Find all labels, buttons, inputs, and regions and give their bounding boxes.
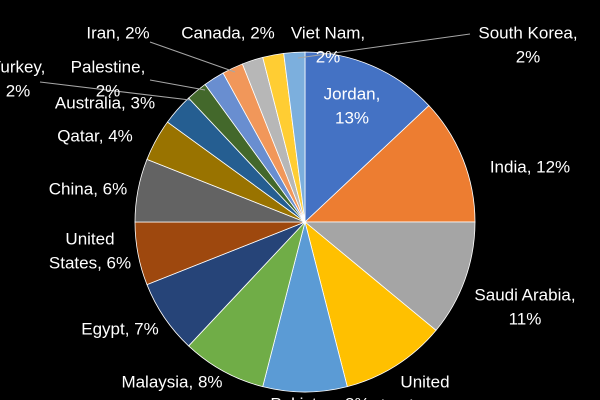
- data-label: 13%: [335, 108, 369, 127]
- data-label: Turkey,: [0, 57, 45, 76]
- data-label: United: [65, 229, 114, 248]
- pie-slice: [303, 221, 476, 331]
- data-label: Kingdom, 10%: [370, 396, 481, 400]
- leader-line: [149, 41, 236, 73]
- data-label: States, 6%: [49, 253, 131, 272]
- data-label: Palestine,: [71, 57, 146, 76]
- pie-slice: [304, 51, 430, 223]
- data-label: Pakistan, 8%: [270, 394, 369, 400]
- data-label: 11%: [509, 309, 542, 328]
- data-label: South Korea,: [478, 23, 577, 42]
- pie-slice: [283, 51, 306, 223]
- data-label: Canada, 2%: [181, 23, 275, 42]
- data-label: 2%: [316, 47, 341, 66]
- data-label: Jordan,: [324, 84, 381, 103]
- data-label: Malaysia, 8%: [121, 372, 222, 391]
- data-label: 2%: [516, 47, 541, 66]
- data-label: Saudi Arabia,: [474, 285, 575, 304]
- data-label: Iran, 2%: [86, 23, 149, 42]
- leader-line: [297, 33, 471, 59]
- pie-slice: [303, 105, 476, 223]
- data-label: Australia, 3%: [55, 93, 155, 112]
- data-label: China, 6%: [49, 179, 127, 198]
- leader-line: [39, 81, 191, 101]
- data-label: 2%: [6, 81, 31, 100]
- data-label: United: [400, 372, 449, 391]
- data-label: 2%: [96, 81, 121, 100]
- pie-slice: [304, 220, 437, 388]
- data-label: Qatar, 4%: [57, 126, 133, 145]
- data-label: Egypt, 7%: [81, 319, 159, 338]
- data-label: Viet Nam,: [291, 23, 365, 42]
- leader-line: [149, 79, 206, 91]
- data-label: India, 12%: [490, 157, 570, 176]
